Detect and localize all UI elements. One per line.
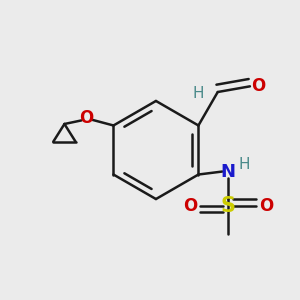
Text: O: O xyxy=(183,197,197,215)
Text: S: S xyxy=(220,196,236,216)
Text: H: H xyxy=(193,86,204,101)
Text: O: O xyxy=(259,197,273,215)
Text: N: N xyxy=(220,163,236,181)
Text: O: O xyxy=(251,77,266,95)
Text: H: H xyxy=(239,157,250,172)
Text: O: O xyxy=(80,109,94,127)
